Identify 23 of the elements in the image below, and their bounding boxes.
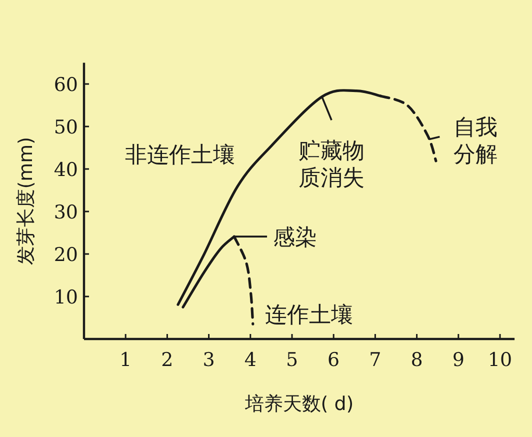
y-tick-label: 30 [54, 202, 78, 224]
x-tick-label: 4 [244, 349, 256, 371]
x-tick-label: 6 [328, 349, 340, 371]
x-tick-label: 5 [286, 349, 298, 371]
y-axis-title: 发芽长度(mm) [15, 136, 37, 265]
annotation: 感染 [273, 226, 318, 251]
y-tick-label: 40 [54, 159, 78, 181]
x-axis-title: 培养天数( d) [244, 393, 354, 415]
y-tick-label: 20 [54, 244, 78, 266]
x-tick-label: 7 [369, 349, 382, 371]
series-label: 非连作土壤 [125, 143, 235, 168]
x-tick-label: 10 [488, 349, 512, 371]
x-tick-label: 3 [202, 349, 215, 371]
x-tick-label: 1 [120, 349, 132, 371]
x-tick-label: 8 [410, 349, 423, 371]
series-label: 连作土壤 [264, 303, 353, 328]
y-tick-label: 50 [54, 116, 78, 138]
y-tick-label: 10 [54, 286, 78, 308]
annotation: 贮藏物质消失 [298, 139, 365, 192]
annotation: 自我分解 [454, 116, 498, 168]
x-tick-label: 2 [161, 349, 174, 371]
x-tick-label: 9 [452, 349, 464, 371]
y-tick-label: 60 [54, 74, 78, 96]
